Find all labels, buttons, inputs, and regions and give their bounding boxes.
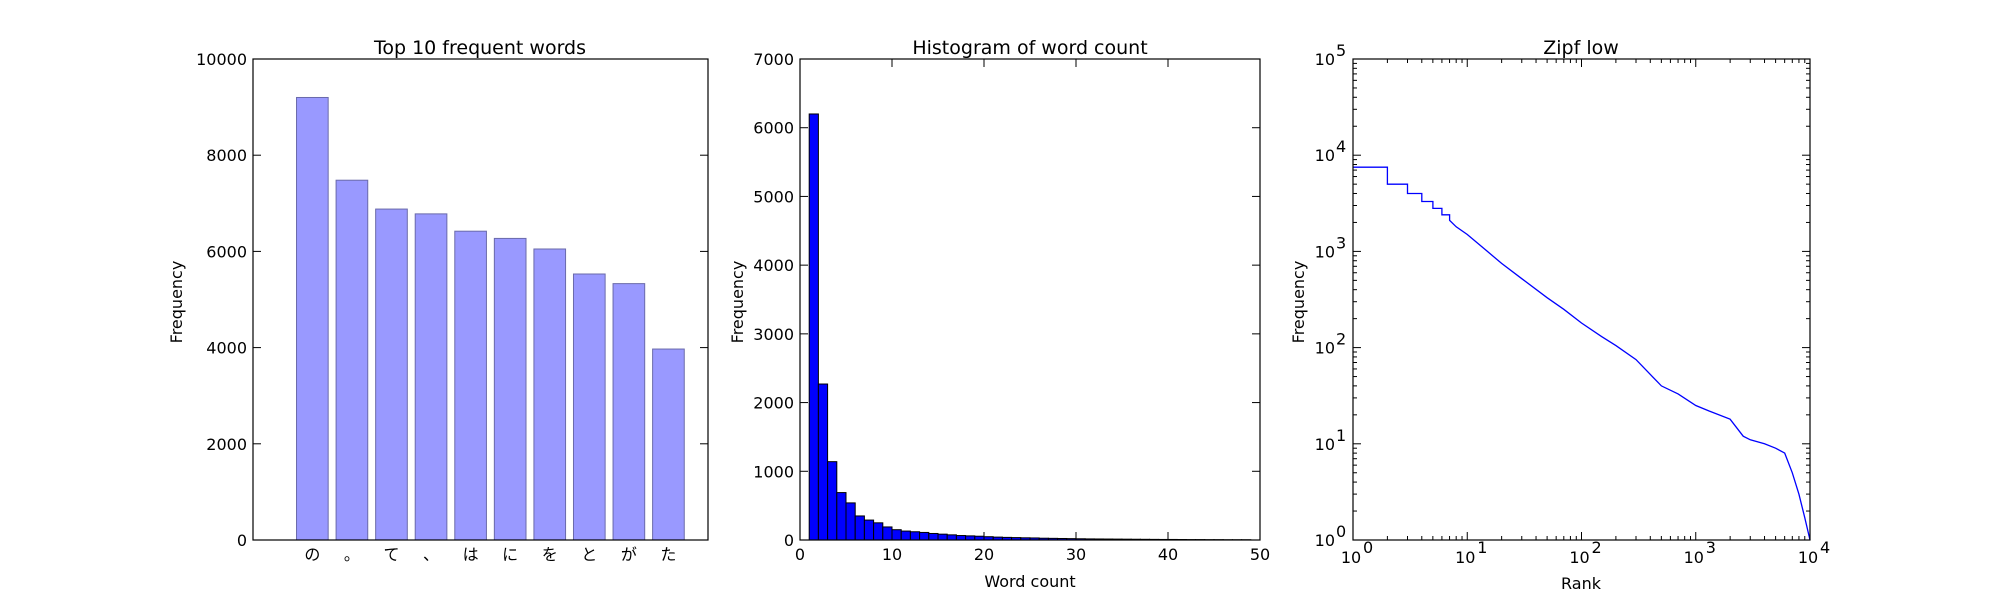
y-tick-label: 10 — [1315, 242, 1335, 261]
x-tick-label: 30 — [1066, 545, 1086, 564]
bar — [454, 230, 487, 541]
y-tick-exponent: 2 — [1336, 330, 1346, 349]
x-tick-label: の — [304, 545, 320, 564]
histogram-bar — [863, 519, 875, 541]
y-tick-label: 10000 — [196, 50, 247, 69]
x-tick-label: 10 — [1455, 548, 1475, 567]
x-tick-label: に — [502, 545, 518, 564]
histogram-bar — [836, 492, 847, 541]
x-axis-label: Word count — [984, 572, 1075, 591]
x-tick-exponent: 1 — [1477, 538, 1487, 557]
bar — [533, 248, 567, 541]
y-tick-label: 7000 — [753, 50, 794, 69]
y-tick-label: 2000 — [753, 394, 794, 413]
y-tick-label: 10 — [1315, 146, 1335, 165]
x-tick-label: を — [542, 545, 558, 564]
plot-frame — [799, 58, 1261, 541]
y-tick-label: 10 — [1315, 50, 1335, 69]
x-tick-label: が — [621, 545, 637, 564]
y-axis-label: Frequency — [1289, 261, 1308, 344]
bar — [572, 273, 606, 541]
histogram-bar — [965, 535, 976, 541]
chart-title: Zipf low — [1543, 37, 1619, 59]
y-tick-label: 10 — [1315, 531, 1335, 550]
y-tick-label: 8000 — [206, 146, 247, 165]
y-tick-label: 10 — [1315, 435, 1335, 454]
histogram-bar — [873, 522, 884, 541]
x-tick-label: 10 — [1341, 548, 1361, 567]
histogram-bar — [955, 535, 967, 541]
series-line — [1353, 166, 1811, 541]
x-tick-label: 。 — [344, 545, 360, 564]
histogram-bar — [827, 461, 838, 541]
x-tick-label: た — [660, 545, 676, 564]
chart-top-words: Top 10 frequent words Frequency の 。 て 、 は に を と… — [167, 37, 709, 564]
y-tick-label: 5000 — [753, 187, 794, 206]
chart-title: Top 10 frequent words — [373, 37, 586, 59]
histogram-bar — [928, 532, 939, 541]
x-tick-label: て — [383, 545, 399, 564]
x-axis-label: Rank — [1561, 574, 1602, 593]
x-tick-label: 10 — [1684, 548, 1704, 567]
chart-title: Histogram of word count — [912, 37, 1147, 59]
histogram-bar — [891, 529, 902, 541]
x-tick-exponent: 0 — [1363, 538, 1373, 557]
y-tick-exponent: 3 — [1336, 233, 1346, 252]
y-tick-exponent: 4 — [1336, 137, 1346, 156]
y-tick-label: 0 — [784, 531, 794, 550]
y-tick-exponent: 0 — [1336, 522, 1346, 541]
bar — [414, 213, 448, 541]
y-axis-label: Frequency — [167, 261, 186, 344]
y-tick-label: 6000 — [206, 242, 247, 261]
bar — [296, 96, 329, 541]
y-tick-exponent: 5 — [1336, 41, 1346, 60]
y-tick-label: 0 — [237, 531, 247, 550]
plot-frame — [1352, 58, 1811, 541]
x-tick-label: と — [581, 545, 597, 564]
y-tick-label: 2000 — [206, 435, 247, 454]
histogram-bar — [937, 533, 948, 541]
y-tick-label: 6000 — [753, 119, 794, 138]
y-tick-exponent: 1 — [1336, 426, 1346, 445]
bar — [335, 179, 369, 541]
histogram-bar — [808, 113, 819, 541]
histogram-bar — [845, 502, 856, 541]
x-tick-label: 50 — [1250, 545, 1270, 564]
histogram-bar — [817, 383, 829, 541]
x-tick-exponent: 3 — [1706, 538, 1716, 557]
bar — [612, 283, 646, 541]
histogram-bar — [882, 526, 893, 541]
histogram-bar — [946, 534, 957, 541]
y-tick-label: 1000 — [753, 462, 794, 481]
x-tick-label: 20 — [974, 545, 994, 564]
chart-zipf: Zipf low Rank Frequency 10 010 110 210 310 41… — [1289, 37, 1830, 593]
plot-frame — [252, 58, 709, 541]
y-tick-label: 10 — [1315, 339, 1335, 358]
x-tick-label: 、 — [423, 545, 439, 564]
y-tick-label: 4000 — [206, 339, 247, 358]
y-axis-label: Frequency — [728, 261, 747, 344]
histogram-bar — [919, 531, 930, 541]
chart-word-count-histogram: Histogram of word count Word count Frequ… — [728, 37, 1270, 591]
bar — [652, 348, 685, 541]
x-tick-label: 0 — [795, 545, 805, 564]
x-tick-label: 10 — [882, 545, 902, 564]
x-tick-label: 10 — [1798, 548, 1818, 567]
histogram-bar — [900, 530, 911, 541]
y-tick-label: 4000 — [753, 256, 794, 275]
x-tick-label: 40 — [1158, 545, 1178, 564]
histogram-bar — [909, 531, 921, 541]
bar — [375, 208, 408, 541]
x-tick-exponent: 4 — [1820, 538, 1830, 557]
y-tick-label: 3000 — [753, 325, 794, 344]
x-tick-label: は — [463, 545, 479, 564]
histogram-bar — [854, 515, 865, 541]
bar — [493, 237, 527, 541]
x-tick-exponent: 2 — [1592, 538, 1602, 557]
x-tick-label: 10 — [1569, 548, 1589, 567]
